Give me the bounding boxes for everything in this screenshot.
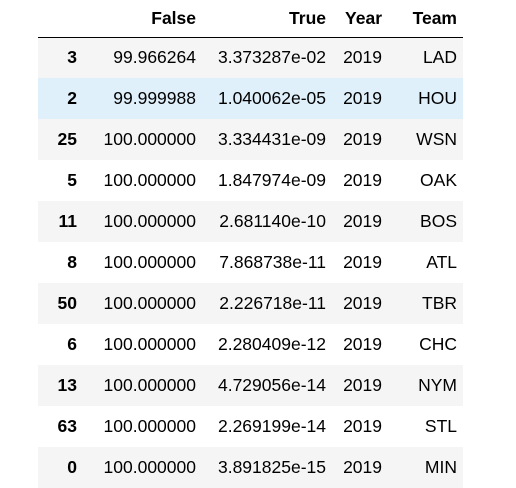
table-body: 3 99.966264 3.373287e-02 2019 LAD 2 99.999988 1… <box>38 37 463 488</box>
table-row: 3 99.966264 3.373287e-02 2019 LAD <box>38 37 463 78</box>
row-index: 6 <box>67 334 77 354</box>
row-index: 11 <box>58 211 78 231</box>
cell-team: ATL <box>426 252 457 272</box>
cell-team: BOS <box>420 211 457 231</box>
cell-team: WSN <box>416 129 457 149</box>
cell-year: 2019 <box>343 252 382 272</box>
cell-true: 7.868738e-11 <box>219 252 326 272</box>
cell-false: 100.000000 <box>103 334 196 354</box>
cell-team: LAD <box>422 47 457 68</box>
row-index: 25 <box>57 129 77 149</box>
row-index: 2 <box>67 88 77 108</box>
cell-year: 2019 <box>343 416 382 436</box>
cell-false: 100.000000 <box>103 170 196 190</box>
column-header-team: Team <box>388 0 463 38</box>
cell-true: 3.891825e-15 <box>217 457 326 477</box>
cell-false: 100.000000 <box>103 416 196 436</box>
cell-true: 1.847974e-09 <box>217 170 326 190</box>
column-header-false: False <box>83 0 202 38</box>
row-index: 0 <box>67 457 77 477</box>
cell-false: 100.000000 <box>103 252 196 272</box>
table-row: 5 100.000000 1.847974e-09 2019 OAK <box>38 160 463 201</box>
cell-year: 2019 <box>343 170 382 190</box>
cell-true: 2.226718e-11 <box>219 293 326 313</box>
index-header <box>38 0 83 38</box>
cell-year: 2019 <box>343 334 382 354</box>
cell-true: 4.729056e-14 <box>217 375 326 395</box>
cell-team: STL <box>424 416 457 436</box>
row-index: 8 <box>67 252 77 272</box>
cell-true: 3.373287e-02 <box>217 47 326 68</box>
table-row: 25 100.000000 3.334431e-09 2019 WSN <box>38 119 463 160</box>
column-header-year: Year <box>332 0 388 38</box>
cell-false: 100.000000 <box>103 293 196 313</box>
cell-team: MIN <box>424 457 457 477</box>
column-header-true: True <box>202 0 332 38</box>
dataframe-output: False True Year Team 3 99.966264 3.373287e… <box>38 0 463 477</box>
cell-year: 2019 <box>343 88 382 108</box>
cell-false: 100.000000 <box>103 457 196 477</box>
cell-false: 100.000000 <box>103 129 196 149</box>
table-row: 63 100.000000 2.269199e-14 2019 STL <box>38 406 463 447</box>
cell-team: NYM <box>418 375 457 395</box>
cell-false: 100.000000 <box>103 211 196 231</box>
table-row: 8 100.000000 7.868738e-11 2019 ATL <box>38 242 463 283</box>
row-index: 3 <box>67 47 77 68</box>
cell-true: 2.269199e-14 <box>217 416 326 436</box>
cell-year: 2019 <box>343 211 382 231</box>
cell-team: OAK <box>420 170 457 190</box>
cell-team: TBR <box>422 293 457 313</box>
table-row: 13 100.000000 4.729056e-14 2019 NYM <box>38 365 463 406</box>
dataframe-table: False True Year Team 3 99.966264 3.373287e… <box>38 0 463 488</box>
cell-year: 2019 <box>343 293 382 313</box>
row-index: 13 <box>57 375 77 395</box>
cell-year: 2019 <box>343 129 382 149</box>
header-row: False True Year Team <box>38 0 463 38</box>
cell-true: 2.681140e-10 <box>219 211 326 231</box>
table-row: 6 100.000000 2.280409e-12 2019 CHC <box>38 324 463 365</box>
table-header: False True Year Team <box>38 0 463 38</box>
cell-true: 1.040062e-05 <box>217 88 326 108</box>
cell-year: 2019 <box>343 457 382 477</box>
table-row: 2 99.999988 1.040062e-05 2019 HOU <box>38 78 463 119</box>
cell-team: CHC <box>419 334 457 354</box>
row-index: 63 <box>57 416 77 436</box>
cell-team: HOU <box>418 88 457 108</box>
table-row: 0 100.000000 3.891825e-15 2019 MIN <box>38 447 463 488</box>
cell-year: 2019 <box>343 47 382 68</box>
row-index: 5 <box>67 170 77 190</box>
table-row: 11 100.000000 2.681140e-10 2019 BOS <box>38 201 463 242</box>
cell-false: 99.999988 <box>113 88 196 108</box>
cell-true: 3.334431e-09 <box>217 129 326 149</box>
cell-true: 2.280409e-12 <box>217 334 326 354</box>
cell-false: 100.000000 <box>103 375 196 395</box>
row-index: 50 <box>57 293 77 313</box>
cell-year: 2019 <box>343 375 382 395</box>
table-row: 50 100.000000 2.226718e-11 2019 TBR <box>38 283 463 324</box>
cell-false: 99.966264 <box>113 47 196 68</box>
